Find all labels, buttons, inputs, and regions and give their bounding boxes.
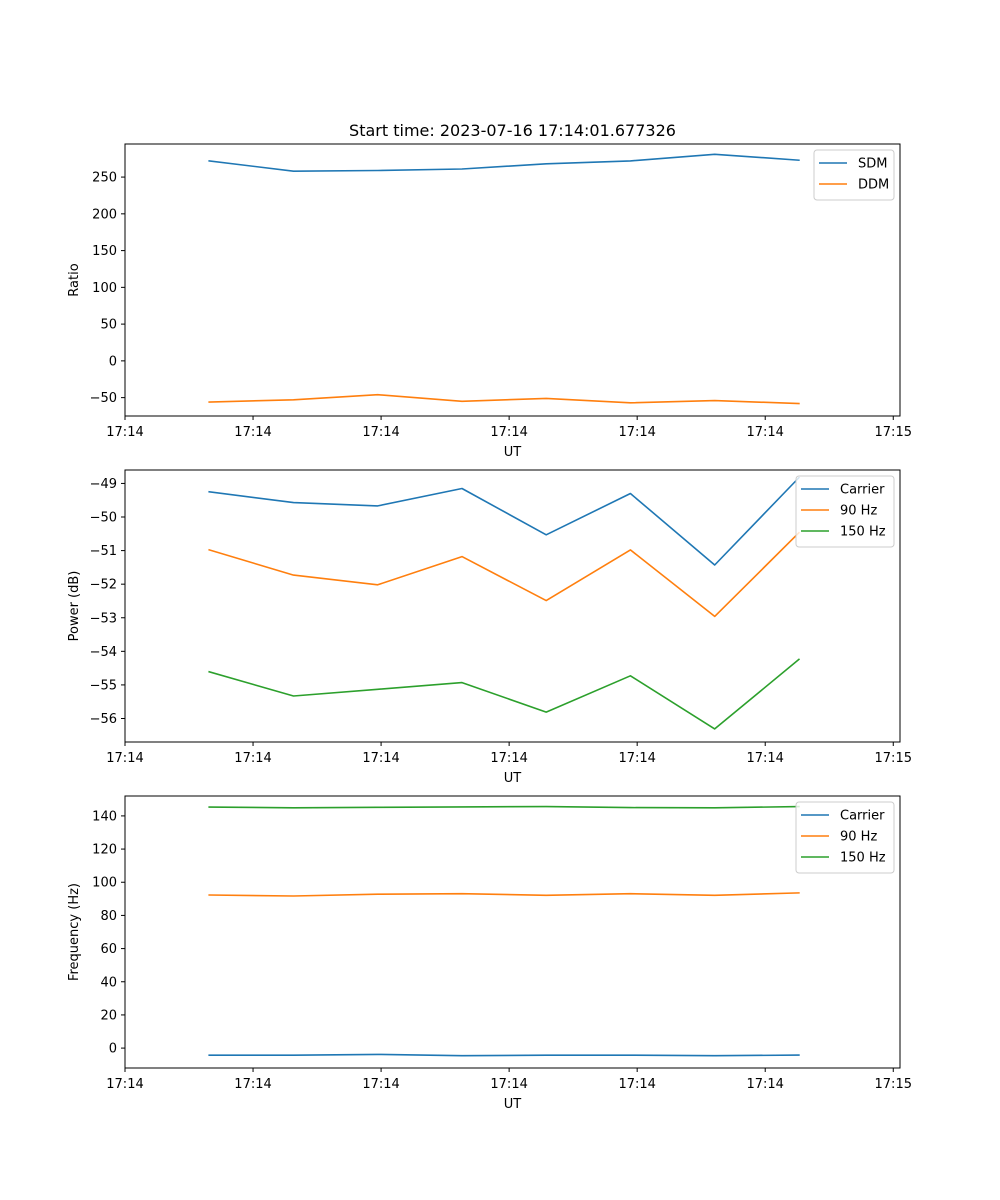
y-tick-label: 200 <box>92 207 117 222</box>
y-tick-label: 80 <box>100 909 117 924</box>
x-tick-label: 17:14 <box>746 751 783 766</box>
y-tick-label: 60 <box>100 942 117 957</box>
y-tick-label: 0 <box>109 1042 117 1057</box>
y-tick-label: 100 <box>92 876 117 891</box>
x-tick-label: 17:14 <box>106 751 143 766</box>
x-axis-label: UT <box>504 771 522 786</box>
series-line-sdm <box>208 153 800 172</box>
series-line-90-hz <box>208 892 800 897</box>
chart-3: 17:14 17:14 17:14 17:14 17:14 17:14 17:15 0 20 40… <box>67 795 912 1112</box>
legend: SDM DDM <box>813 149 895 201</box>
x-tick-label: 17:14 <box>746 425 783 440</box>
x-tick-label: 17:14 <box>490 1077 527 1092</box>
y-tick-label: 20 <box>100 1008 117 1023</box>
y-tick-label: 250 <box>92 171 117 186</box>
x-tick-label: 17:15 <box>875 425 912 440</box>
x-tick-label: 17:14 <box>618 751 655 766</box>
x-tick-label: 17:14 <box>234 425 271 440</box>
x-tick-label: 17:14 <box>106 425 143 440</box>
legend: Carrier 90 Hz 150 Hz <box>795 475 895 548</box>
y-tick-label: −56 <box>90 712 117 727</box>
legend-frame <box>795 475 895 548</box>
y-tick-label: −51 <box>90 544 117 559</box>
y-tick-label: −52 <box>90 578 117 593</box>
y-tick-label: −50 <box>90 511 117 526</box>
series-line-carrier <box>208 1053 800 1057</box>
y-tick-label: −55 <box>90 678 117 693</box>
x-tick-label: 17:14 <box>362 1077 399 1092</box>
x-tick-label: 17:14 <box>362 751 399 766</box>
y-tick-label: −53 <box>90 611 117 626</box>
x-tick-label: 17:14 <box>618 425 655 440</box>
plot-area-frame <box>124 469 901 743</box>
x-tick-label: 17:14 <box>234 751 271 766</box>
y-tick-label: 140 <box>92 809 117 824</box>
legend-label: Carrier <box>840 483 885 498</box>
legend-label: 150 Hz <box>840 851 886 866</box>
x-tick-label: 17:14 <box>106 1077 143 1092</box>
x-tick-label: 17:15 <box>875 751 912 766</box>
plot-area-frame <box>124 795 901 1069</box>
legend-label: DDM <box>858 178 889 193</box>
y-tick-label: 50 <box>100 318 117 333</box>
legend-label: Carrier <box>840 809 885 824</box>
x-tick-label: 17:14 <box>490 751 527 766</box>
chart-title: Start time: 2023-07-16 17:14:01.677326 <box>349 121 676 140</box>
x-tick-label: 17:14 <box>362 425 399 440</box>
series-line-90-hz <box>208 531 801 618</box>
legend: Carrier 90 Hz 150 Hz <box>795 801 895 874</box>
series-line-150-hz <box>208 805 800 809</box>
y-tick-label: 120 <box>92 843 117 858</box>
y-axis-label: Frequency (Hz) <box>67 883 82 981</box>
x-tick-label: 17:14 <box>746 1077 783 1092</box>
x-tick-label: 17:14 <box>618 1077 655 1092</box>
y-axis-label: Power (dB) <box>67 571 82 642</box>
y-tick-label: 40 <box>100 975 117 990</box>
legend-label: SDM <box>858 157 887 172</box>
y-axis-label: Ratio <box>67 263 82 296</box>
series-line-ddm <box>208 393 800 405</box>
y-tick-label: −49 <box>90 477 117 492</box>
y-tick-label: 150 <box>92 244 117 259</box>
x-tick-label: 17:15 <box>875 1077 912 1092</box>
x-tick-label: 17:14 <box>490 425 527 440</box>
y-tick-label: −54 <box>90 645 117 660</box>
plot-area-frame <box>124 143 901 417</box>
y-tick-label: −50 <box>90 391 117 406</box>
chart-2: 17:14 17:14 17:14 17:14 17:14 17:14 17:15 −56 −5… <box>67 469 912 786</box>
x-axis-label: UT <box>504 445 522 460</box>
y-tick-label: 100 <box>92 281 117 296</box>
series-line-carrier <box>208 476 801 566</box>
x-tick-label: 17:14 <box>234 1077 271 1092</box>
legend-frame <box>795 801 895 874</box>
y-tick-label: 0 <box>109 354 117 369</box>
chart-1: 17:14 17:14 17:14 17:14 17:14 17:14 17:15 −50 0 5… <box>67 121 912 460</box>
legend-label: 90 Hz <box>840 504 877 519</box>
series-line-150-hz <box>208 658 801 730</box>
legend-label: 90 Hz <box>840 830 877 845</box>
x-axis-label: UT <box>504 1097 522 1112</box>
legend-label: 150 Hz <box>840 525 886 540</box>
